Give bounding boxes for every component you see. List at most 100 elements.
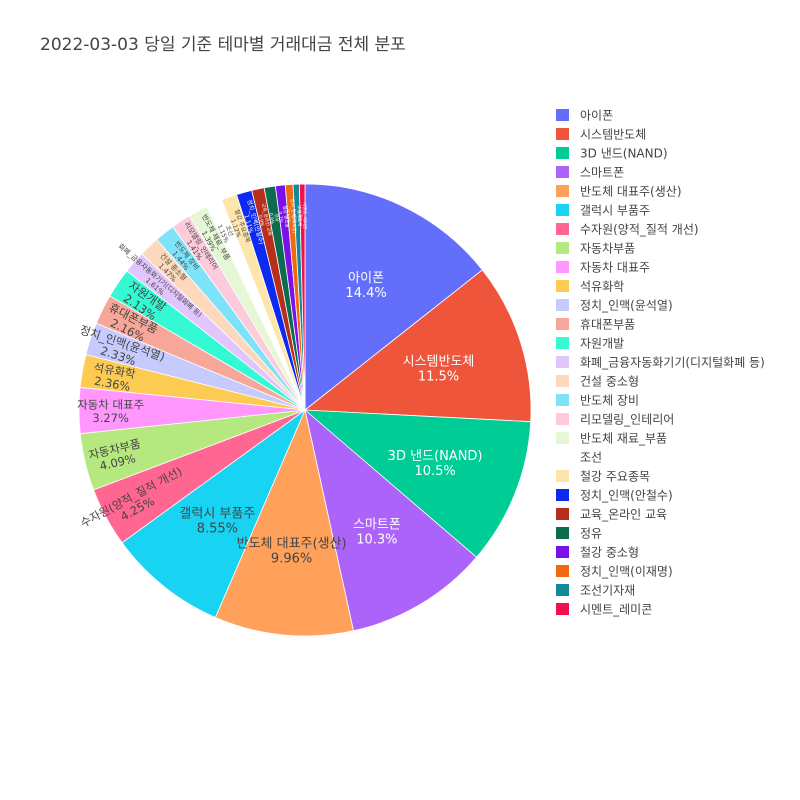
legend-item-item-9[interactable]: 석유화학 — [556, 280, 624, 294]
slice-label-percent: 0.55% — [284, 209, 291, 224]
legend-swatch — [556, 375, 569, 387]
slice-label-percent: 3.27% — [92, 411, 129, 425]
slice-label-name: 정유 — [273, 213, 281, 222]
legend-swatch — [556, 280, 569, 292]
legend-item-item-13[interactable]: 화폐_금융자동화기기(디지털화폐 등) — [556, 356, 765, 370]
legend-item-item-22[interactable]: 정유 — [556, 527, 602, 541]
slice-label-name: 조선 — [224, 224, 236, 237]
slice-label-percent: 14.4% — [345, 286, 386, 301]
legend-label: 정치_인맥(안철수) — [580, 489, 673, 503]
legend-swatch — [556, 318, 569, 330]
legend-item-item-3[interactable]: 스마트폰 — [556, 166, 624, 180]
legend-item-item-1[interactable]: 시스템반도체 — [556, 128, 646, 142]
legend-item-item-18[interactable]: 조선 — [555, 450, 602, 465]
legend-item-item-23[interactable]: 철강 중소형 — [556, 546, 639, 560]
legend-label: 정치_인맥(이재명) — [580, 565, 673, 579]
legend-swatch — [556, 565, 569, 577]
legend-swatch — [556, 546, 569, 558]
legend-label: 조선 — [580, 451, 602, 465]
legend-swatch — [556, 299, 569, 311]
legend-item-item-17[interactable]: 반도체 재료_부품 — [556, 432, 667, 446]
legend-swatch — [556, 470, 569, 482]
pie-slice-item-0[interactable] — [304, 183, 483, 411]
legend-item-item-0[interactable]: 아이폰 — [556, 109, 613, 123]
legend-item-item-19[interactable]: 철강 주요종목 — [556, 470, 650, 484]
chart-title: 2022-03-03 당일 기준 테마별 거래대금 전체 분포 — [40, 35, 406, 55]
pie-slice-item-5[interactable] — [121, 408, 306, 618]
legend-label: 시스템반도체 — [580, 128, 646, 142]
legend-swatch — [556, 204, 569, 216]
legend-swatch — [556, 128, 569, 140]
legend-item-item-20[interactable]: 정치_인맥(안철수) — [556, 489, 673, 503]
pie-slice-item-4[interactable] — [214, 408, 354, 637]
legend-item-item-4[interactable]: 반도체 대표주(생산) — [556, 185, 682, 199]
legend-label: 자원개발 — [580, 337, 624, 351]
legend-swatch — [556, 432, 569, 444]
legend-label: 철강 주요종목 — [580, 470, 650, 484]
legend-label: 교육_온라인 교육 — [580, 508, 667, 522]
legend-swatch — [556, 337, 569, 349]
legend-item-item-14[interactable]: 건설 중소형 — [556, 375, 639, 389]
slice-label-name: 자동차 대표주 — [77, 398, 144, 412]
slice-label-name: 조선기자재 — [296, 205, 304, 226]
pie-slices — [78, 183, 532, 637]
slice-label-percent: 9.96% — [271, 551, 312, 566]
slice-label-percent: 1.11% — [242, 214, 254, 235]
legend-swatch — [556, 223, 569, 235]
pie-slice-3d-nand-2[interactable] — [303, 409, 532, 558]
legend-label: 3D 낸드(NAND) — [580, 147, 668, 161]
legend-item-item-26[interactable]: 시멘트_레미콘 — [556, 603, 652, 617]
slice-label-name: 시멘트_레미콘 — [301, 202, 308, 229]
legend-swatch — [556, 261, 569, 273]
legend-label: 정치_인맥(윤석열) — [580, 299, 673, 313]
legend-label: 반도체 대표주(생산) — [580, 185, 682, 199]
pie-slice-item-26[interactable] — [298, 183, 306, 411]
slice-label-percent: 10.3% — [356, 532, 397, 547]
slice-label-name: 스마트폰 — [353, 517, 401, 532]
legend-item-item-6[interactable]: 수자원(양적_질적 개선) — [556, 223, 699, 237]
legend-item-item-12[interactable]: 자원개발 — [556, 337, 624, 351]
legend-label: 화폐_금융자동화기기(디지털화폐 등) — [580, 356, 765, 370]
legend-swatch — [556, 394, 569, 406]
legend-item-item-10[interactable]: 정치_인맥(윤석열) — [556, 299, 673, 313]
legend-label: 석유화학 — [580, 280, 624, 294]
legend-swatch — [556, 185, 569, 197]
legend-item-item-15[interactable]: 반도체 장비 — [556, 394, 639, 408]
legend-label: 아이폰 — [580, 109, 613, 123]
legend-swatch — [555, 450, 570, 464]
pie-slice-item-1[interactable] — [303, 269, 532, 423]
legend-label: 갤럭시 부품주 — [580, 204, 650, 218]
slice-label-percent: 0.45% — [291, 209, 298, 224]
legend-item-item-21[interactable]: 교육_온라인 교육 — [556, 508, 667, 522]
slice-label-name: 갤럭시 부품주 — [179, 506, 255, 521]
legend-item-item-7[interactable]: 자동차부품 — [556, 242, 635, 256]
legend-item-item-5[interactable]: 갤럭시 부품주 — [556, 204, 650, 218]
legend-label: 반도체 재료_부품 — [580, 432, 667, 446]
slice-label-name: 아이폰 — [348, 271, 384, 286]
legend-item-item-8[interactable]: 자동차 대표주 — [556, 261, 650, 275]
legend-label: 자동차부품 — [580, 242, 635, 256]
legend-item-3d-nand-2[interactable]: 3D 낸드(NAND) — [556, 147, 668, 161]
legend-swatch — [556, 489, 569, 501]
legend-swatch — [556, 166, 569, 178]
legend-label: 조선기자재 — [580, 584, 635, 598]
legend-item-item-11[interactable]: 휴대폰부품 — [556, 318, 635, 332]
legend-swatch — [556, 356, 569, 368]
legend-item-item-24[interactable]: 정치_인맥(이재명) — [556, 565, 673, 579]
slice-label-percent: 0.8% — [267, 212, 275, 225]
legend-label: 스마트폰 — [580, 166, 624, 180]
legend-item-item-25[interactable]: 조선기자재 — [556, 584, 635, 598]
slice-label-percent: 0.9% — [257, 214, 265, 227]
pie-slice-item-3[interactable] — [304, 408, 478, 632]
legend-swatch — [556, 508, 569, 520]
legend-label: 수자원(양적_질적 개선) — [580, 223, 699, 237]
legend-swatch — [556, 527, 569, 539]
legend-item-item-16[interactable]: 리모델링_인테리어 — [556, 413, 674, 427]
